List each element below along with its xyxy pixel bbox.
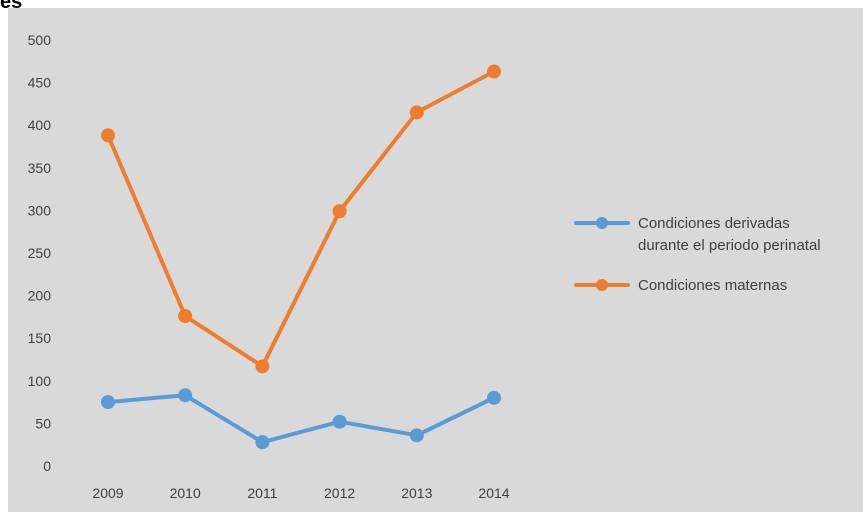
series-line <box>106 69 496 369</box>
legend-swatch-marker <box>596 279 608 291</box>
x-tick-label: 2012 <box>324 485 355 501</box>
legend-label: Condiciones maternas <box>638 277 787 294</box>
series-1 <box>101 388 501 450</box>
data-point <box>255 359 270 374</box>
legend-item: Condiciones maternas <box>574 277 787 294</box>
data-point <box>332 204 347 219</box>
data-point <box>487 390 501 405</box>
x-tick-label: 2010 <box>170 485 201 501</box>
y-tick-label: 350 <box>28 160 52 176</box>
legend-label: durante el periodo perinatal <box>638 237 821 254</box>
y-tick-label: 200 <box>28 288 52 304</box>
y-tick-label: 50 <box>35 415 51 431</box>
legend-item: Condiciones derivadas durante el periodo … <box>574 215 821 254</box>
x-tick-label: 2014 <box>478 485 509 501</box>
y-tick-label: 450 <box>28 75 52 91</box>
data-point <box>178 388 193 403</box>
chart-area: 0 50 100 150 200 250 300 350 400 450 500 2009 2010 2… <box>8 8 863 512</box>
x-tick-label: 2011 <box>247 485 277 501</box>
data-point <box>255 435 270 450</box>
data-point <box>101 395 115 410</box>
x-axis-ticks: 2009 2010 2011 2012 2013 2014 <box>92 485 509 501</box>
legend-swatch-marker <box>596 217 608 229</box>
y-axis-ticks: 0 50 100 150 200 250 300 350 400 450 500 <box>28 32 52 474</box>
y-tick-label: 500 <box>28 32 52 48</box>
legend: Condiciones derivadas durante el periodo … <box>574 215 821 294</box>
x-tick-label: 2013 <box>401 485 432 501</box>
y-tick-label: 300 <box>28 202 52 218</box>
x-tick-label: 2009 <box>92 485 123 501</box>
data-point <box>332 414 347 429</box>
data-point <box>487 64 501 79</box>
series-line <box>106 393 496 445</box>
y-tick-label: 150 <box>28 330 52 346</box>
legend-label: Condiciones derivadas <box>638 215 790 232</box>
data-point <box>409 105 424 120</box>
y-tick-label: 400 <box>28 117 52 133</box>
y-tick-label: 0 <box>43 458 51 474</box>
data-point <box>178 309 193 324</box>
data-point <box>101 128 115 143</box>
y-tick-label: 250 <box>28 245 52 261</box>
data-point <box>409 428 424 443</box>
series-2 <box>101 64 501 374</box>
y-tick-label: 100 <box>28 373 52 389</box>
series-layer <box>101 64 501 450</box>
